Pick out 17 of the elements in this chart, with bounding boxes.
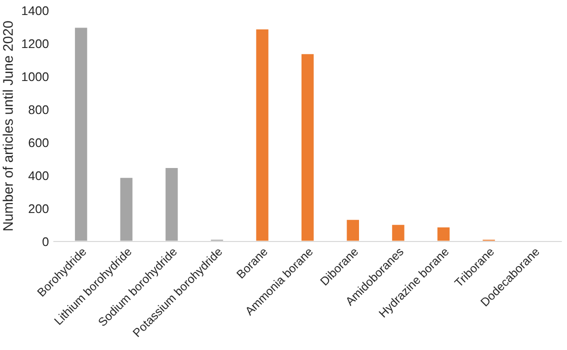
bar (300, 52, 316, 242)
y-tick-label: 200 (28, 204, 49, 214)
bar (118, 176, 134, 242)
bar (254, 28, 270, 242)
bar (164, 166, 180, 242)
bar (345, 218, 360, 242)
bar (74, 26, 89, 242)
bar (436, 226, 452, 242)
y-tick-label: 400 (28, 171, 49, 180)
y-tick-label: 1400 (22, 6, 49, 16)
y-tick-label: 0 (42, 237, 49, 246)
bar (390, 223, 406, 242)
y-tick-label: 1000 (22, 72, 49, 82)
y-axis-title: Number of articles until June 2020 (2, 21, 13, 230)
y-tick-label: 1200 (22, 39, 49, 48)
y-tick-label: 800 (28, 105, 49, 114)
y-tick-label: 600 (28, 138, 49, 148)
